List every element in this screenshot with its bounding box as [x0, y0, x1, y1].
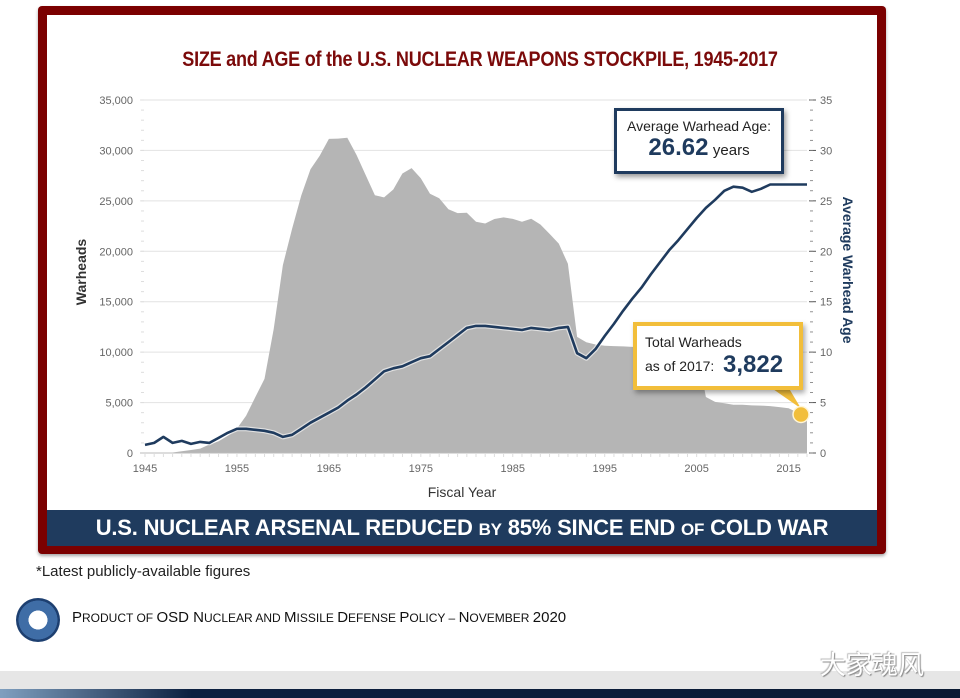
y2-tick-label: 10	[820, 347, 832, 359]
y2-tick-label: 35	[820, 95, 832, 107]
credit-part: N	[458, 609, 470, 626]
bottom-image-edge	[0, 689, 960, 698]
product-credit: PRODUCT OF OSD NUCLEAR AND MISSILE DEFEN…	[72, 609, 566, 626]
y-tick-label: 0	[127, 448, 133, 460]
y2-tick-label: 5	[820, 398, 826, 410]
y-tick-label: 5,000	[105, 398, 133, 410]
y2-tick-label: 25	[820, 196, 832, 208]
chart-title: SIZE and AGE of the U.S. NUCLEAR WEAPONS…	[182, 48, 778, 71]
dod-seal-icon	[16, 598, 60, 642]
y2-tick-label: 20	[820, 246, 832, 258]
total-warheads-callout: Total Warheads as of 2017: 3,822	[633, 322, 803, 390]
total-warheads-label-line2: as of 2017:	[645, 358, 715, 374]
credit-part: P	[399, 609, 410, 626]
y2-tick-label: 0	[820, 448, 826, 460]
credit-part: OSD N	[156, 609, 204, 626]
x-tick-label: 2005	[684, 463, 708, 475]
y-tick-label: 10,000	[99, 347, 133, 359]
average-age-unit: years	[712, 142, 750, 159]
y-axis-right-ticks: 0 5 10 15 20 25 30 35	[809, 95, 832, 460]
credit-part: OLICY –	[409, 611, 459, 625]
x-tick-label: 1965	[317, 463, 341, 475]
y2-axis-title: Average Warhead Age	[840, 196, 856, 343]
total-2017-marker	[792, 405, 810, 424]
credit-part: 2020	[532, 609, 567, 626]
summary-banner: U.S. NUCLEAR ARSENAL REDUCED BY 85% SINC…	[47, 510, 877, 546]
total-warheads-value: 3,822	[723, 351, 784, 378]
warheads-area	[145, 137, 807, 454]
watermark: 大家魂风	[820, 651, 925, 681]
age-line-layer	[144, 182, 807, 448]
x-tick-label: 1945	[133, 463, 157, 475]
y-tick-label: 25,000	[99, 196, 133, 208]
credit-part: EFENSE	[348, 611, 400, 625]
y-tick-label: 35,000	[99, 95, 133, 107]
credit-part: D	[337, 609, 349, 626]
credit-part: P	[72, 609, 83, 626]
x-axis-ticks: 1945 1955 1965 1975 1985 1995 2005 2015	[133, 452, 808, 475]
x-tick-label: 1955	[225, 463, 249, 475]
x-tick-label: 2015	[776, 463, 800, 475]
credit-part: RODUCT OF	[82, 611, 157, 625]
total-warheads-label-line1: Total Warheads	[645, 334, 742, 350]
x-tick-label: 1975	[409, 463, 433, 475]
y-tick-label: 20,000	[99, 246, 133, 258]
x-tick-label: 1995	[592, 463, 616, 475]
banner-text-4: OF	[681, 520, 705, 539]
banner-text-2: BY	[478, 520, 502, 539]
footnote: *Latest publicly-available figures	[36, 563, 251, 580]
bottom-strip	[0, 671, 960, 689]
y-tick-label: 15,000	[99, 297, 133, 309]
age-line	[144, 183, 807, 447]
average-age-value: 26.62	[648, 134, 709, 161]
y2-tick-label: 30	[820, 145, 832, 157]
warheads-area-layer	[145, 137, 807, 454]
credit-part: UCLEAR AND	[203, 611, 285, 625]
y2-tick-label: 15	[820, 297, 832, 309]
credit-part: ISSILE	[296, 611, 338, 625]
x-tick-label: 1985	[501, 463, 525, 475]
x-axis-title: Fiscal Year	[428, 484, 497, 500]
banner-text-1: U.S. NUCLEAR ARSENAL REDUCED	[95, 515, 479, 540]
average-age-callout: Average Warhead Age: 26.62 years	[614, 108, 784, 174]
y-axis-title: Warheads	[73, 239, 89, 306]
credit-part: M	[284, 609, 297, 626]
banner-text-3: 85% SINCE END	[501, 515, 681, 540]
credit-part: OVEMBER	[469, 611, 533, 625]
average-age-label: Average Warhead Age:	[627, 118, 771, 134]
y-tick-label: 30,000	[99, 145, 133, 157]
y-axis-left-ticks: 0 5,000 10,000 15,000 20,000 25,000 30,000 35,0…	[99, 95, 144, 460]
banner-text-5: COLD WAR	[704, 515, 829, 540]
